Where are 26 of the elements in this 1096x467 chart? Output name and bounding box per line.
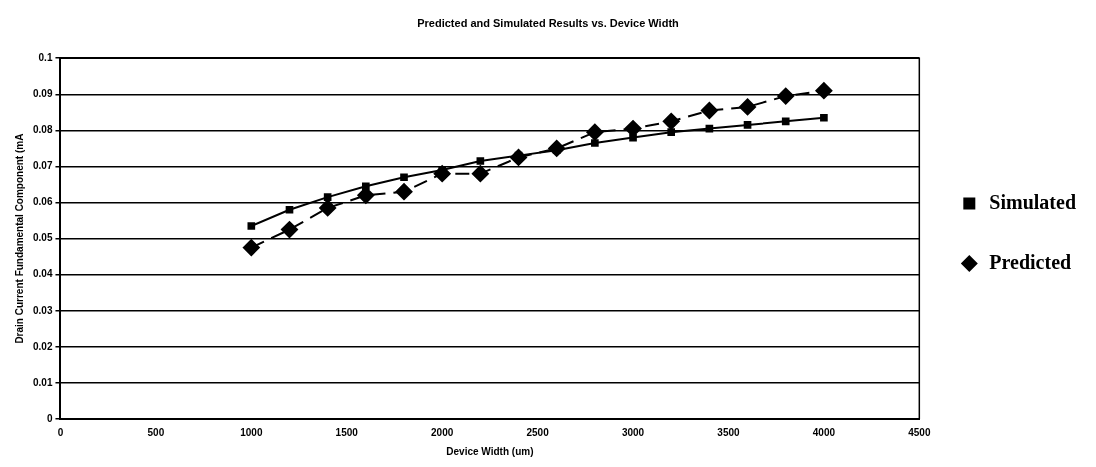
y-tick-label: 0 xyxy=(46,412,53,424)
legend-label: Simulated xyxy=(989,190,1077,213)
y-tick-label: 0.09 xyxy=(32,88,53,100)
y-tick-label: 0.03 xyxy=(32,304,53,316)
x-tick-label: 0 xyxy=(57,426,64,438)
x-tick-label: 2500 xyxy=(526,426,550,438)
x-tick-label: 4500 xyxy=(908,426,931,438)
y-tick-label: 0.05 xyxy=(32,232,53,244)
x-tick-label: 1000 xyxy=(240,426,263,438)
y-tick-label: 0.08 xyxy=(32,124,53,136)
x-tick-label: 500 xyxy=(147,426,165,438)
y-tick-label: 0.01 xyxy=(32,376,53,388)
y-tick-label: 0.07 xyxy=(32,160,53,172)
y-tick-label: 0.02 xyxy=(32,340,53,352)
y-tick-label: 0.1 xyxy=(38,51,53,63)
x-tick-label: 1500 xyxy=(335,426,359,438)
chart-title: Predicted and Simulated Results vs. Device Width xyxy=(417,16,680,29)
x-axis-title: Device Width (um) xyxy=(446,445,534,457)
x-tick-label: 2000 xyxy=(431,426,454,438)
x-tick-label: 3500 xyxy=(717,426,741,438)
y-tick-label: 0.06 xyxy=(32,196,53,208)
y-axis-title: Drain Current Fundamental Component (mA xyxy=(13,133,25,344)
x-tick-label: 3000 xyxy=(621,426,645,438)
y-tick-label: 0.04 xyxy=(32,268,53,280)
legend-label: Predicted xyxy=(989,250,1072,273)
x-tick-label: 4000 xyxy=(812,426,836,438)
